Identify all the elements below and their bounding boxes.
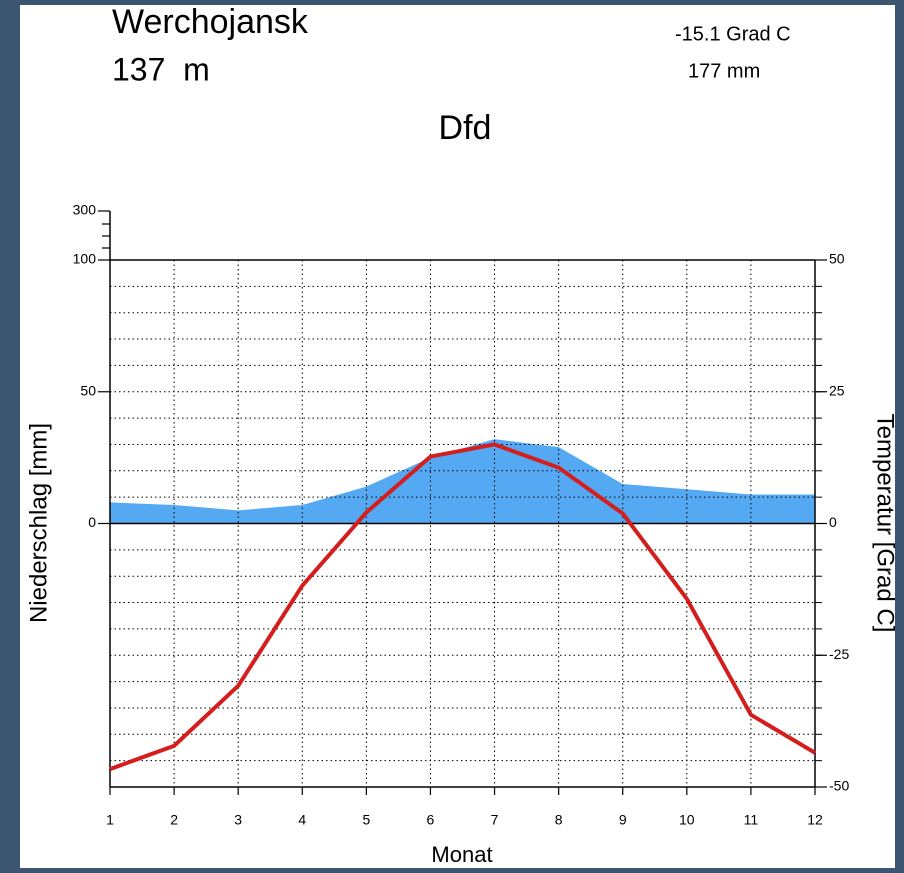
- y2-tick-label: 25: [829, 382, 845, 398]
- x-tick-label: 9: [619, 812, 627, 828]
- x-tick-label: 8: [555, 812, 563, 828]
- y-tick-label: 50: [80, 382, 96, 398]
- x-tick-label: 12: [807, 812, 823, 828]
- x-tick-label: 6: [427, 812, 435, 828]
- x-tick-label: 4: [298, 812, 306, 828]
- y2-tick-label: 0: [829, 514, 837, 530]
- page: {"chart_data": { "type": "climate", "tit…: [0, 0, 904, 868]
- climate-class: Dfd: [439, 109, 492, 147]
- x-tick-label: 1: [106, 812, 114, 828]
- x-tick-label: 10: [679, 812, 695, 828]
- x-tick-label: 3: [234, 812, 242, 828]
- mean-temperature: -15.1 Grad C: [675, 23, 791, 45]
- y2-axis-label: Temperatur [Grad C]: [872, 414, 899, 633]
- y2-tick-label: -25: [829, 646, 849, 662]
- elevation: 137 m: [112, 51, 210, 87]
- x-tick-label: 7: [491, 812, 499, 828]
- station-name: Werchojansk: [112, 3, 309, 41]
- x-axis-label: Monat: [431, 842, 492, 867]
- y-tick-label: 0: [88, 514, 96, 530]
- y2-tick-label: 50: [829, 251, 845, 267]
- y-axis-label: Niederschlag [mm]: [25, 423, 52, 623]
- y-tick-label: 300: [73, 202, 97, 218]
- x-tick-label: 2: [170, 812, 178, 828]
- x-tick-label: 11: [744, 812, 759, 828]
- chart: Werchojansk 137 m -15.1 Grad C 177 mm Df…: [0, 0, 904, 868]
- x-tick-label: 5: [362, 812, 370, 828]
- y2-tick-label: -50: [829, 778, 849, 794]
- annual-precipitation: 177 mm: [688, 60, 760, 82]
- y-tick-label: 100: [73, 251, 97, 267]
